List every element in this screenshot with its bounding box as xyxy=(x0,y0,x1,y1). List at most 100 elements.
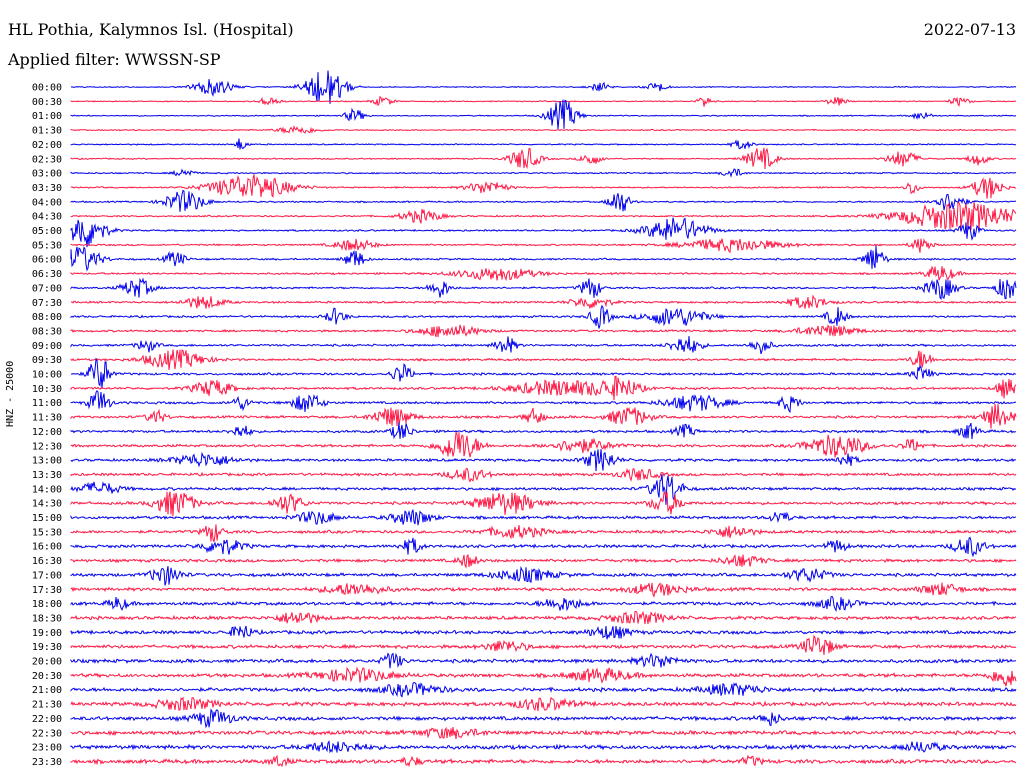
trace-0100 xyxy=(70,99,1017,130)
row-label-0000: 00:00 xyxy=(32,83,62,94)
trace-0700 xyxy=(70,277,1017,301)
trace-2000 xyxy=(70,652,1017,669)
trace-0200 xyxy=(70,138,1016,150)
trace-1800 xyxy=(70,595,1017,613)
trace-1700 xyxy=(70,565,1017,586)
trace-0030 xyxy=(70,95,1017,107)
row-label-1030: 10:30 xyxy=(32,384,62,395)
trace-2200 xyxy=(70,708,1017,729)
row-label-1930: 19:30 xyxy=(32,642,62,653)
row-label-2300: 23:00 xyxy=(32,743,62,754)
trace-1500 xyxy=(70,509,1017,526)
row-label-1800: 18:00 xyxy=(32,599,62,610)
row-label-0300: 03:00 xyxy=(32,169,62,180)
row-label-1130: 11:30 xyxy=(32,413,62,424)
trace-0230 xyxy=(70,147,1017,170)
trace-0600 xyxy=(70,245,1017,272)
row-label-1230: 12:30 xyxy=(32,441,62,452)
row-label-0830: 08:30 xyxy=(32,326,62,337)
trace-1430 xyxy=(70,491,1017,517)
trace-1830 xyxy=(70,610,1017,625)
row-label-0630: 06:30 xyxy=(32,269,62,280)
trace-0000 xyxy=(70,70,1017,104)
trace-1630 xyxy=(70,553,1017,569)
row-label-2000: 20:00 xyxy=(32,657,62,668)
row-label-1200: 12:00 xyxy=(32,427,62,438)
row-label-1830: 18:30 xyxy=(32,613,62,624)
trace-1130 xyxy=(70,403,1017,429)
trace-1200 xyxy=(70,422,1017,440)
trace-2130 xyxy=(70,696,1017,712)
trace-0300 xyxy=(70,168,1017,178)
row-label-1530: 15:30 xyxy=(32,527,62,538)
row-label-1900: 19:00 xyxy=(32,628,62,639)
row-label-1700: 17:00 xyxy=(32,570,62,581)
row-label-1500: 15:00 xyxy=(32,513,62,524)
trace-1100 xyxy=(70,389,1017,414)
trace-1730 xyxy=(70,582,1017,598)
row-labels: 00:00 00:30 01:00 01:30 02:00 02:30 03:00 03:30… xyxy=(32,83,62,768)
trace-1230 xyxy=(70,431,1017,458)
row-label-1730: 17:30 xyxy=(32,585,62,596)
row-label-2230: 22:30 xyxy=(32,728,62,739)
row-label-0600: 06:00 xyxy=(32,255,62,266)
row-label-0130: 01:30 xyxy=(32,126,62,137)
row-label-0200: 02:00 xyxy=(32,140,62,151)
row-label-1100: 11:00 xyxy=(32,398,62,409)
trace-1300 xyxy=(70,449,1017,472)
trace-1600 xyxy=(70,536,1017,558)
row-label-0900: 09:00 xyxy=(32,341,62,352)
row-label-0030: 00:30 xyxy=(32,97,62,108)
row-label-0330: 03:30 xyxy=(32,183,62,194)
trace-1000 xyxy=(70,357,1017,389)
trace-0400 xyxy=(70,189,1017,212)
row-label-2130: 21:30 xyxy=(32,700,62,711)
trace-0830 xyxy=(70,324,1017,338)
row-label-0230: 02:30 xyxy=(32,154,62,165)
traces xyxy=(70,70,1017,768)
trace-2030 xyxy=(70,666,1017,687)
row-label-0400: 04:00 xyxy=(32,197,62,208)
trace-2300 xyxy=(70,740,1017,754)
date-label: 2022-07-13 xyxy=(923,20,1016,39)
row-label-0700: 07:00 xyxy=(32,283,62,294)
row-label-1000: 10:00 xyxy=(32,370,62,381)
trace-0630 xyxy=(70,265,1017,282)
row-label-2200: 22:00 xyxy=(32,714,62,725)
row-label-2030: 20:30 xyxy=(32,671,62,682)
row-label-1630: 16:30 xyxy=(32,556,62,567)
trace-1400 xyxy=(70,473,1017,505)
row-label-0100: 01:00 xyxy=(32,111,62,122)
row-label-1400: 14:00 xyxy=(32,484,62,495)
trace-1530 xyxy=(70,524,1017,543)
trace-0800 xyxy=(70,304,1017,329)
row-label-0430: 04:30 xyxy=(32,212,62,223)
trace-1930 xyxy=(70,634,1017,656)
trace-0500 xyxy=(70,217,1017,248)
row-label-0530: 05:30 xyxy=(32,240,62,251)
trace-2230 xyxy=(70,726,1017,740)
trace-0430 xyxy=(70,201,1017,231)
station-title: HL Pothia, Kalymnos Isl. (Hospital) xyxy=(8,20,294,39)
row-label-1330: 13:30 xyxy=(32,470,62,481)
row-label-1300: 13:00 xyxy=(32,456,62,467)
row-label-2100: 21:00 xyxy=(32,685,62,696)
trace-0330 xyxy=(70,174,1017,199)
row-label-0800: 08:00 xyxy=(32,312,62,323)
row-label-2330: 23:30 xyxy=(32,757,62,768)
trace-0900 xyxy=(70,336,1017,355)
trace-0930 xyxy=(70,349,1017,371)
trace-2100 xyxy=(70,681,1017,698)
trace-1030 xyxy=(70,375,1017,401)
trace-1900 xyxy=(70,625,1017,640)
trace-0530 xyxy=(70,238,1017,254)
row-label-1430: 14:30 xyxy=(32,499,62,510)
trace-2330 xyxy=(70,754,1017,768)
row-label-0730: 07:30 xyxy=(32,298,62,309)
row-label-0500: 05:00 xyxy=(32,226,62,237)
filter-label: Applied filter: WWSSN-SP xyxy=(8,50,221,69)
trace-0130 xyxy=(70,125,1017,135)
trace-1330 xyxy=(70,467,1017,483)
row-label-0930: 09:30 xyxy=(32,355,62,366)
